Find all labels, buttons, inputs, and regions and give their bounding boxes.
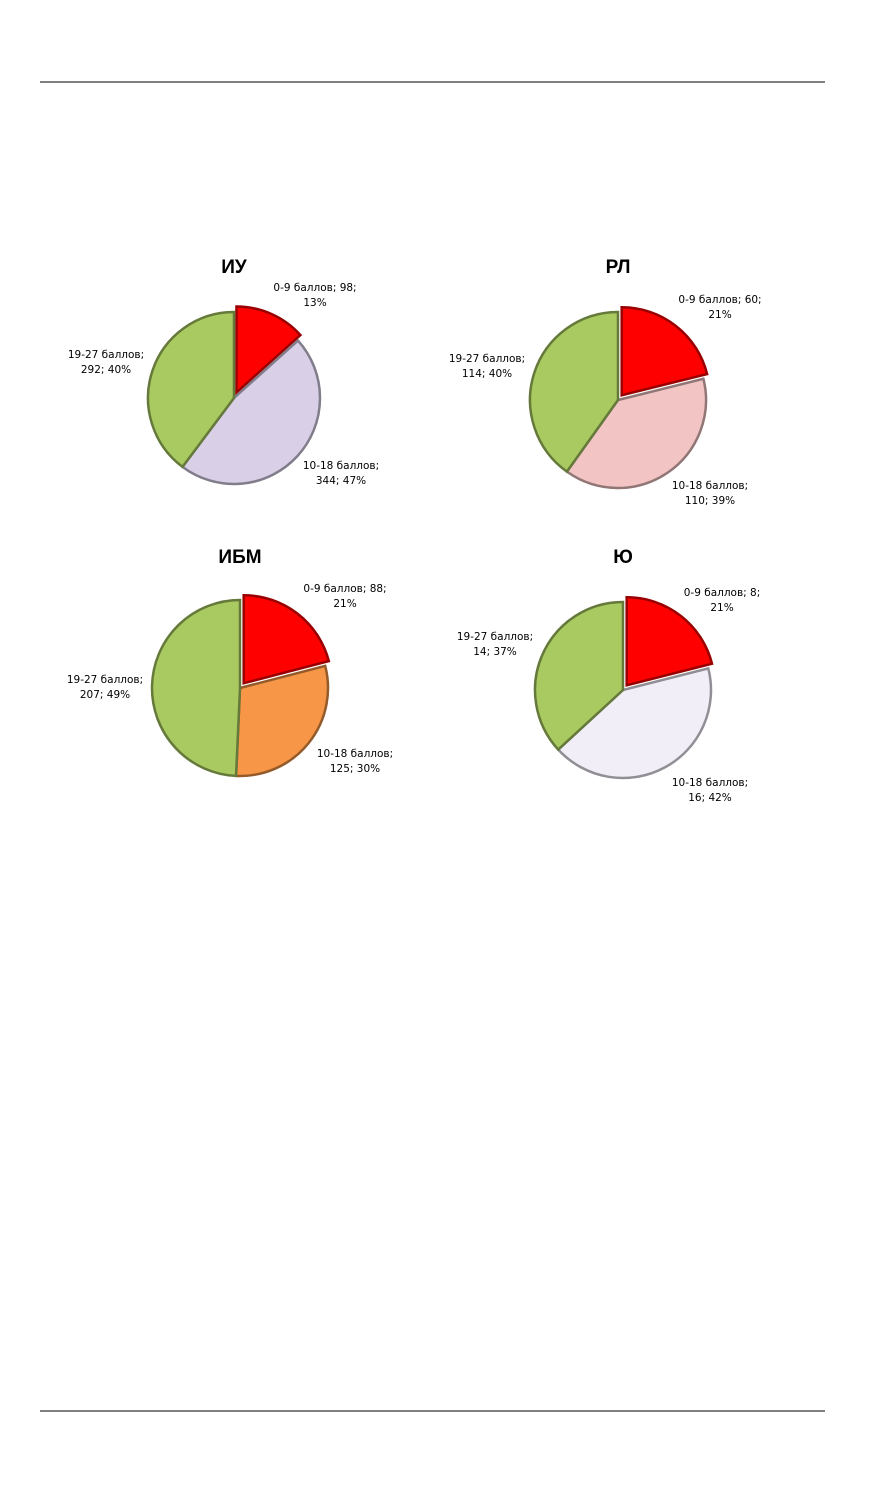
chart-title: Ю [613,547,633,568]
pie-slice [150,598,242,778]
pie-slice [625,596,714,687]
slice-label: 19-27 баллов; 207; 49% [66,674,144,701]
slice-label: 0-9 баллов; 60; 21% [678,294,762,321]
slice-label: 19-27 баллов; 114; 40% [448,353,526,380]
chart-title: РЛ [606,257,631,278]
slice-label: 19-27 баллов; 14; 37% [456,631,534,658]
slice-label: 0-9 баллов; 88; 21% [303,583,387,610]
slice-label: 10-18 баллов; 110; 39% [671,480,749,507]
slice-label: 0-9 баллов; 8; 21% [683,587,761,614]
slice-label: 19-27 баллов; 292; 40% [67,349,145,376]
slice-label: 10-18 баллов; 16; 42% [671,777,749,804]
pie-slice [556,666,713,780]
pie-slice [620,306,709,397]
pie-slice [146,310,236,469]
pie-slice [528,310,620,474]
chart-title: ИУ [221,257,247,278]
slice-label: 10-18 баллов; 344; 47% [302,460,380,487]
slice-label: 0-9 баллов; 98; 13% [273,282,357,309]
pie-slice [180,338,322,486]
pie-slice [242,594,331,685]
chart-title: ИБМ [218,547,261,568]
pie-slice [533,600,625,752]
slice-label: 10-18 баллов; 125; 30% [316,748,394,775]
pie-slice [235,305,303,396]
pie-slice [565,377,708,490]
pie-slice [234,664,330,778]
